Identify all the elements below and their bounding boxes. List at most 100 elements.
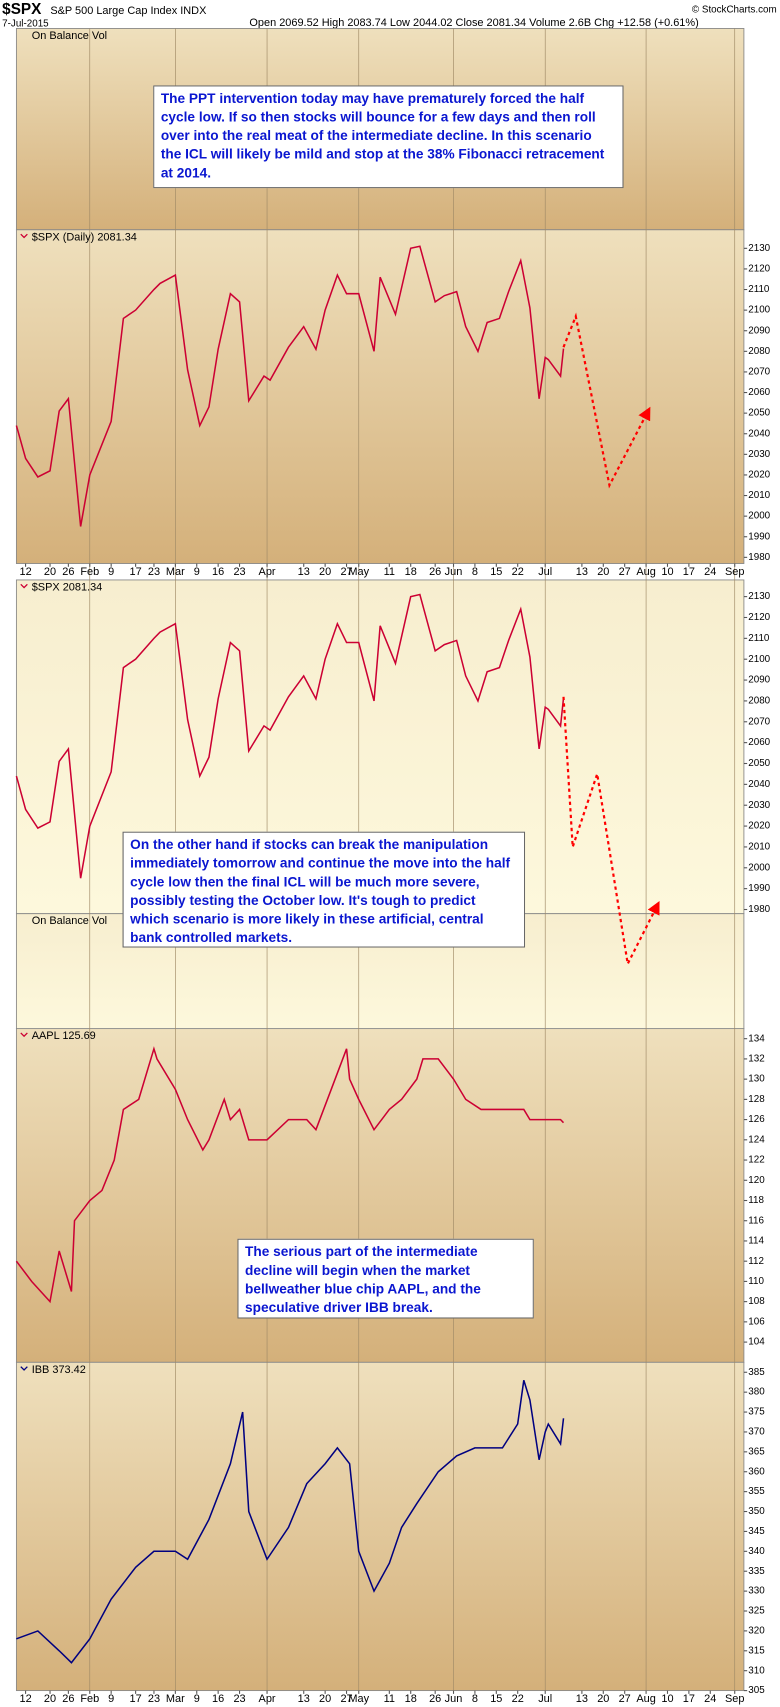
obv-label: On Balance Vol	[32, 915, 107, 927]
y-tick-label: 118	[748, 1195, 764, 1206]
x-tick-label: 20	[597, 566, 609, 578]
x-tick-label: 22	[512, 1693, 524, 1705]
annotation-box: The PPT intervention today may have prem…	[153, 85, 624, 189]
x-tick-label: 9	[108, 566, 114, 578]
y-tick-label: 120	[748, 1175, 765, 1186]
y-tick-label: 345	[748, 1526, 765, 1537]
y-tick-label: 1990	[748, 883, 770, 894]
panel	[15, 1361, 745, 1692]
y-tick-label: 2000	[748, 862, 770, 873]
y-tick-label: 370	[748, 1427, 765, 1438]
y-tick-label: 380	[748, 1387, 765, 1398]
y-tick-label: 325	[748, 1606, 765, 1617]
y-tick-label: 2130	[748, 591, 770, 602]
y-tick-label: 2100	[748, 654, 770, 665]
y-tick-label: 2110	[748, 284, 770, 295]
panel-label: IBB 373.42	[32, 1364, 86, 1376]
y-tick-label: 128	[748, 1094, 765, 1105]
y-tick-label: 2120	[748, 264, 770, 275]
x-tick-label: 18	[405, 566, 417, 578]
y-tick-label: 2070	[748, 716, 770, 727]
y-tick-label: 130	[748, 1074, 765, 1085]
price-line	[16, 1380, 565, 1664]
y-tick-label: 2080	[748, 696, 770, 707]
x-tick-label: 20	[319, 1693, 331, 1705]
label-icon	[20, 1032, 28, 1038]
y-tick-label: 122	[748, 1155, 764, 1166]
x-tick-label: 11	[384, 1693, 395, 1705]
x-tick-label: 26	[62, 566, 74, 578]
y-tick-label: 360	[748, 1466, 765, 1477]
x-tick-label: 27	[340, 566, 352, 578]
y-tick-label: 305	[748, 1685, 765, 1696]
y-tick-label: 375	[748, 1407, 765, 1418]
x-tick-label: 23	[233, 566, 245, 578]
x-tick-label: 20	[597, 1693, 609, 1705]
y-tick-label: 355	[748, 1486, 765, 1497]
y-tick-label: 350	[748, 1506, 765, 1517]
x-tick-label: 12	[19, 1693, 31, 1705]
y-tick-label: 126	[748, 1114, 765, 1125]
panel-label: $SPX 2081.34	[32, 581, 103, 593]
x-tick-label: 12	[19, 566, 31, 578]
y-tick-label: 320	[748, 1625, 765, 1636]
y-tick-label: 2040	[748, 779, 770, 790]
quote: Open 2069.52 High 2083.74 Low 2044.02 Cl…	[249, 17, 698, 29]
symbol: $SPX	[2, 1, 42, 18]
x-tick-label: 10	[661, 566, 673, 578]
annotation: The serious part of the intermediate dec…	[237, 1238, 534, 1319]
price-line	[15, 245, 565, 527]
x-tick-label: 26	[62, 1693, 74, 1705]
y-tick-label: 2020	[748, 821, 770, 832]
y-tick-label: 134	[748, 1033, 765, 1044]
x-tick-label: 18	[405, 1693, 417, 1705]
x-tick-label: 9	[194, 1693, 200, 1705]
y-tick-label: 365	[748, 1446, 765, 1457]
y-tick-label: 2050	[748, 758, 770, 769]
x-tick-label: 26	[429, 1693, 441, 1705]
y-tick-label: 2060	[748, 737, 770, 748]
annotation-box: On the other hand if stocks can break th…	[122, 831, 526, 948]
panel-label: On Balance Vol	[32, 30, 107, 42]
y-tick-label: 385	[748, 1367, 765, 1378]
x-tick-label: 20	[44, 1693, 56, 1705]
x-tick-label: 17	[130, 566, 142, 578]
y-tick-label: 2000	[748, 511, 770, 522]
x-tick-label: 20	[44, 566, 56, 578]
x-tick-label: 11	[384, 566, 395, 578]
x-tick-label: 27	[340, 1693, 352, 1705]
projection	[562, 696, 660, 968]
x-tick-label: Jul	[538, 1693, 552, 1705]
y-tick-label: 114	[748, 1236, 764, 1247]
y-tick-label: 1990	[748, 531, 770, 542]
x-tick-label: 9	[194, 566, 200, 578]
price-line	[15, 1046, 565, 1304]
index-name: S&P 500 Large Cap Index INDX	[50, 5, 207, 17]
x-tick-label: Jul	[538, 566, 552, 578]
x-tick-label: 16	[212, 1693, 224, 1705]
x-tick-label: Mar	[166, 1693, 185, 1705]
x-tick-label: 23	[233, 1693, 245, 1705]
label-icon	[20, 1366, 28, 1371]
x-tick-label: 27	[619, 566, 631, 578]
x-tick-label: 13	[298, 566, 310, 578]
y-tick-label: 116	[748, 1215, 764, 1226]
x-tick-label: 9	[108, 1693, 114, 1705]
x-tick-label: 23	[148, 1693, 160, 1705]
y-tick-label: 132	[748, 1054, 764, 1065]
label-icon	[20, 233, 28, 239]
annotation: On the other hand if stocks can break th…	[122, 831, 526, 948]
y-tick-label: 110	[748, 1276, 764, 1287]
annotation: The PPT intervention today may have prem…	[153, 85, 624, 189]
y-tick-label: 330	[748, 1586, 765, 1597]
x-tick-label: 8	[472, 566, 478, 578]
y-tick-label: 2040	[748, 428, 770, 439]
x-tick-label: 22	[512, 566, 524, 578]
y-tick-label: 2020	[748, 470, 770, 481]
annotation-box: The serious part of the intermediate dec…	[237, 1238, 534, 1319]
x-tick-label: 15	[490, 566, 502, 578]
y-tick-label: 112	[748, 1256, 764, 1267]
y-tick-label: 2090	[748, 325, 770, 336]
y-tick-label: 2090	[748, 675, 770, 686]
